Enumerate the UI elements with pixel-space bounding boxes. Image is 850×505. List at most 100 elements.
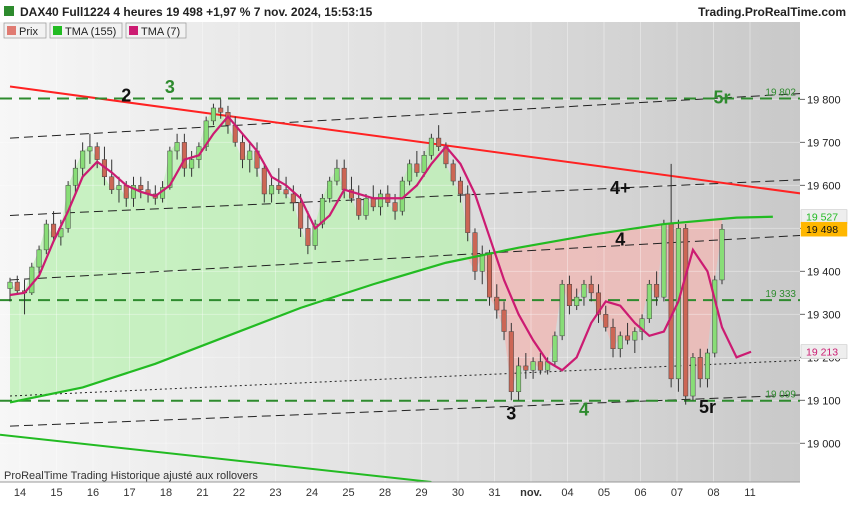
candle-body <box>428 137 434 156</box>
candle-body <box>51 223 57 238</box>
candle-body <box>94 146 100 160</box>
candle-body <box>43 223 49 251</box>
candle-body <box>36 249 42 268</box>
candle-body <box>356 198 362 216</box>
candle-body <box>472 232 478 272</box>
candle-body <box>167 150 173 188</box>
level-label: 19 333 <box>765 289 796 300</box>
legend-swatch <box>129 26 138 35</box>
price-label-text: 19 527 <box>806 212 838 224</box>
channel-line-low <box>9 232 850 281</box>
wave-annotation: 4 <box>615 230 625 250</box>
candle-body <box>603 314 609 328</box>
candle-body <box>276 185 282 190</box>
candle-body <box>407 163 413 182</box>
x-tick-label: 24 <box>306 487 318 499</box>
green-falling-trendline <box>0 433 432 483</box>
candle-body <box>487 253 493 298</box>
candle-body <box>661 223 667 298</box>
x-tick-label: 16 <box>87 487 99 499</box>
candle-body <box>392 202 398 212</box>
brand-label: Trading.ProRealTime.com <box>698 5 846 19</box>
candle-body <box>203 120 209 147</box>
candle-body <box>348 189 354 199</box>
candle-body <box>210 107 216 122</box>
channel-line-bottom <box>9 392 850 427</box>
candle-body <box>218 107 224 113</box>
candle-body <box>639 318 645 332</box>
candle-body <box>719 228 725 281</box>
candle-body <box>574 296 580 306</box>
candle-body <box>7 281 13 289</box>
price-label-badge <box>800 344 848 359</box>
candle-body <box>690 357 696 397</box>
x-tick-label: 21 <box>196 487 208 499</box>
x-tick-label: 31 <box>488 487 500 499</box>
candle-body <box>668 223 674 380</box>
candle-body <box>646 283 652 319</box>
candle-body <box>421 155 427 173</box>
candle-body <box>298 202 304 229</box>
candle-body <box>617 335 623 349</box>
x-tick-label: 23 <box>269 487 281 499</box>
candle-body <box>465 193 471 233</box>
wave-annotation: 2 <box>121 86 131 106</box>
legend-label: TMA (7) <box>141 26 180 38</box>
legend-label: TMA (155) <box>65 26 116 38</box>
candle-body <box>581 283 587 298</box>
candle-body <box>457 180 463 195</box>
x-tick-label: nov. <box>520 487 542 499</box>
candle-body <box>370 198 376 208</box>
x-tick-label: 07 <box>671 487 683 499</box>
wave-annotation: 5r <box>713 88 730 108</box>
candle-body <box>189 159 195 169</box>
candle-body <box>414 163 420 173</box>
x-tick-label: 04 <box>561 487 573 499</box>
x-tick-label: 22 <box>233 487 245 499</box>
y-tick-label: 19 800 <box>807 94 841 106</box>
candle-body <box>261 167 267 195</box>
level-label: 19 802 <box>765 88 796 99</box>
price-label-text: 19 498 <box>806 224 838 236</box>
dotted-support-line <box>9 357 850 397</box>
candle-body <box>80 150 86 169</box>
channel-line-mid <box>9 177 850 216</box>
date-axis-panel <box>0 482 850 500</box>
y-tick-label: 19 400 <box>807 266 841 278</box>
y-tick-label: 19 600 <box>807 180 841 192</box>
menu-icon[interactable] <box>4 6 14 16</box>
candle-body <box>450 163 456 182</box>
legend-item[interactable] <box>49 22 123 39</box>
wave-annotation: 5r <box>699 397 716 417</box>
wave-annotation: 4+ <box>610 178 631 198</box>
bullish-fill-area <box>10 107 722 403</box>
candle-body <box>704 352 710 380</box>
candle-body <box>595 292 601 315</box>
x-tick-label: 28 <box>379 487 391 499</box>
candle-body <box>552 335 558 362</box>
candle-body <box>116 185 122 190</box>
legend-item[interactable] <box>125 22 187 39</box>
x-tick-label: 30 <box>452 487 464 499</box>
wave-annotation: 4 <box>579 399 589 419</box>
candle-body <box>610 326 616 349</box>
candle-body <box>290 193 296 203</box>
candle-body <box>123 185 129 199</box>
candle-body <box>378 193 384 208</box>
candle-body <box>530 361 536 371</box>
candle-body <box>537 361 543 371</box>
candle-body <box>588 283 594 294</box>
candle-body <box>654 283 660 298</box>
candle-body <box>72 167 78 186</box>
x-tick-label: 17 <box>123 487 135 499</box>
candle-body <box>269 185 275 195</box>
x-tick-label: 06 <box>634 487 646 499</box>
x-tick-label: 08 <box>707 487 719 499</box>
candle-body <box>341 167 347 190</box>
x-tick-label: 15 <box>50 487 62 499</box>
wave-annotation: 3 <box>165 77 175 97</box>
wave-annotation: 3 <box>506 404 516 424</box>
candle-body <box>501 309 507 332</box>
